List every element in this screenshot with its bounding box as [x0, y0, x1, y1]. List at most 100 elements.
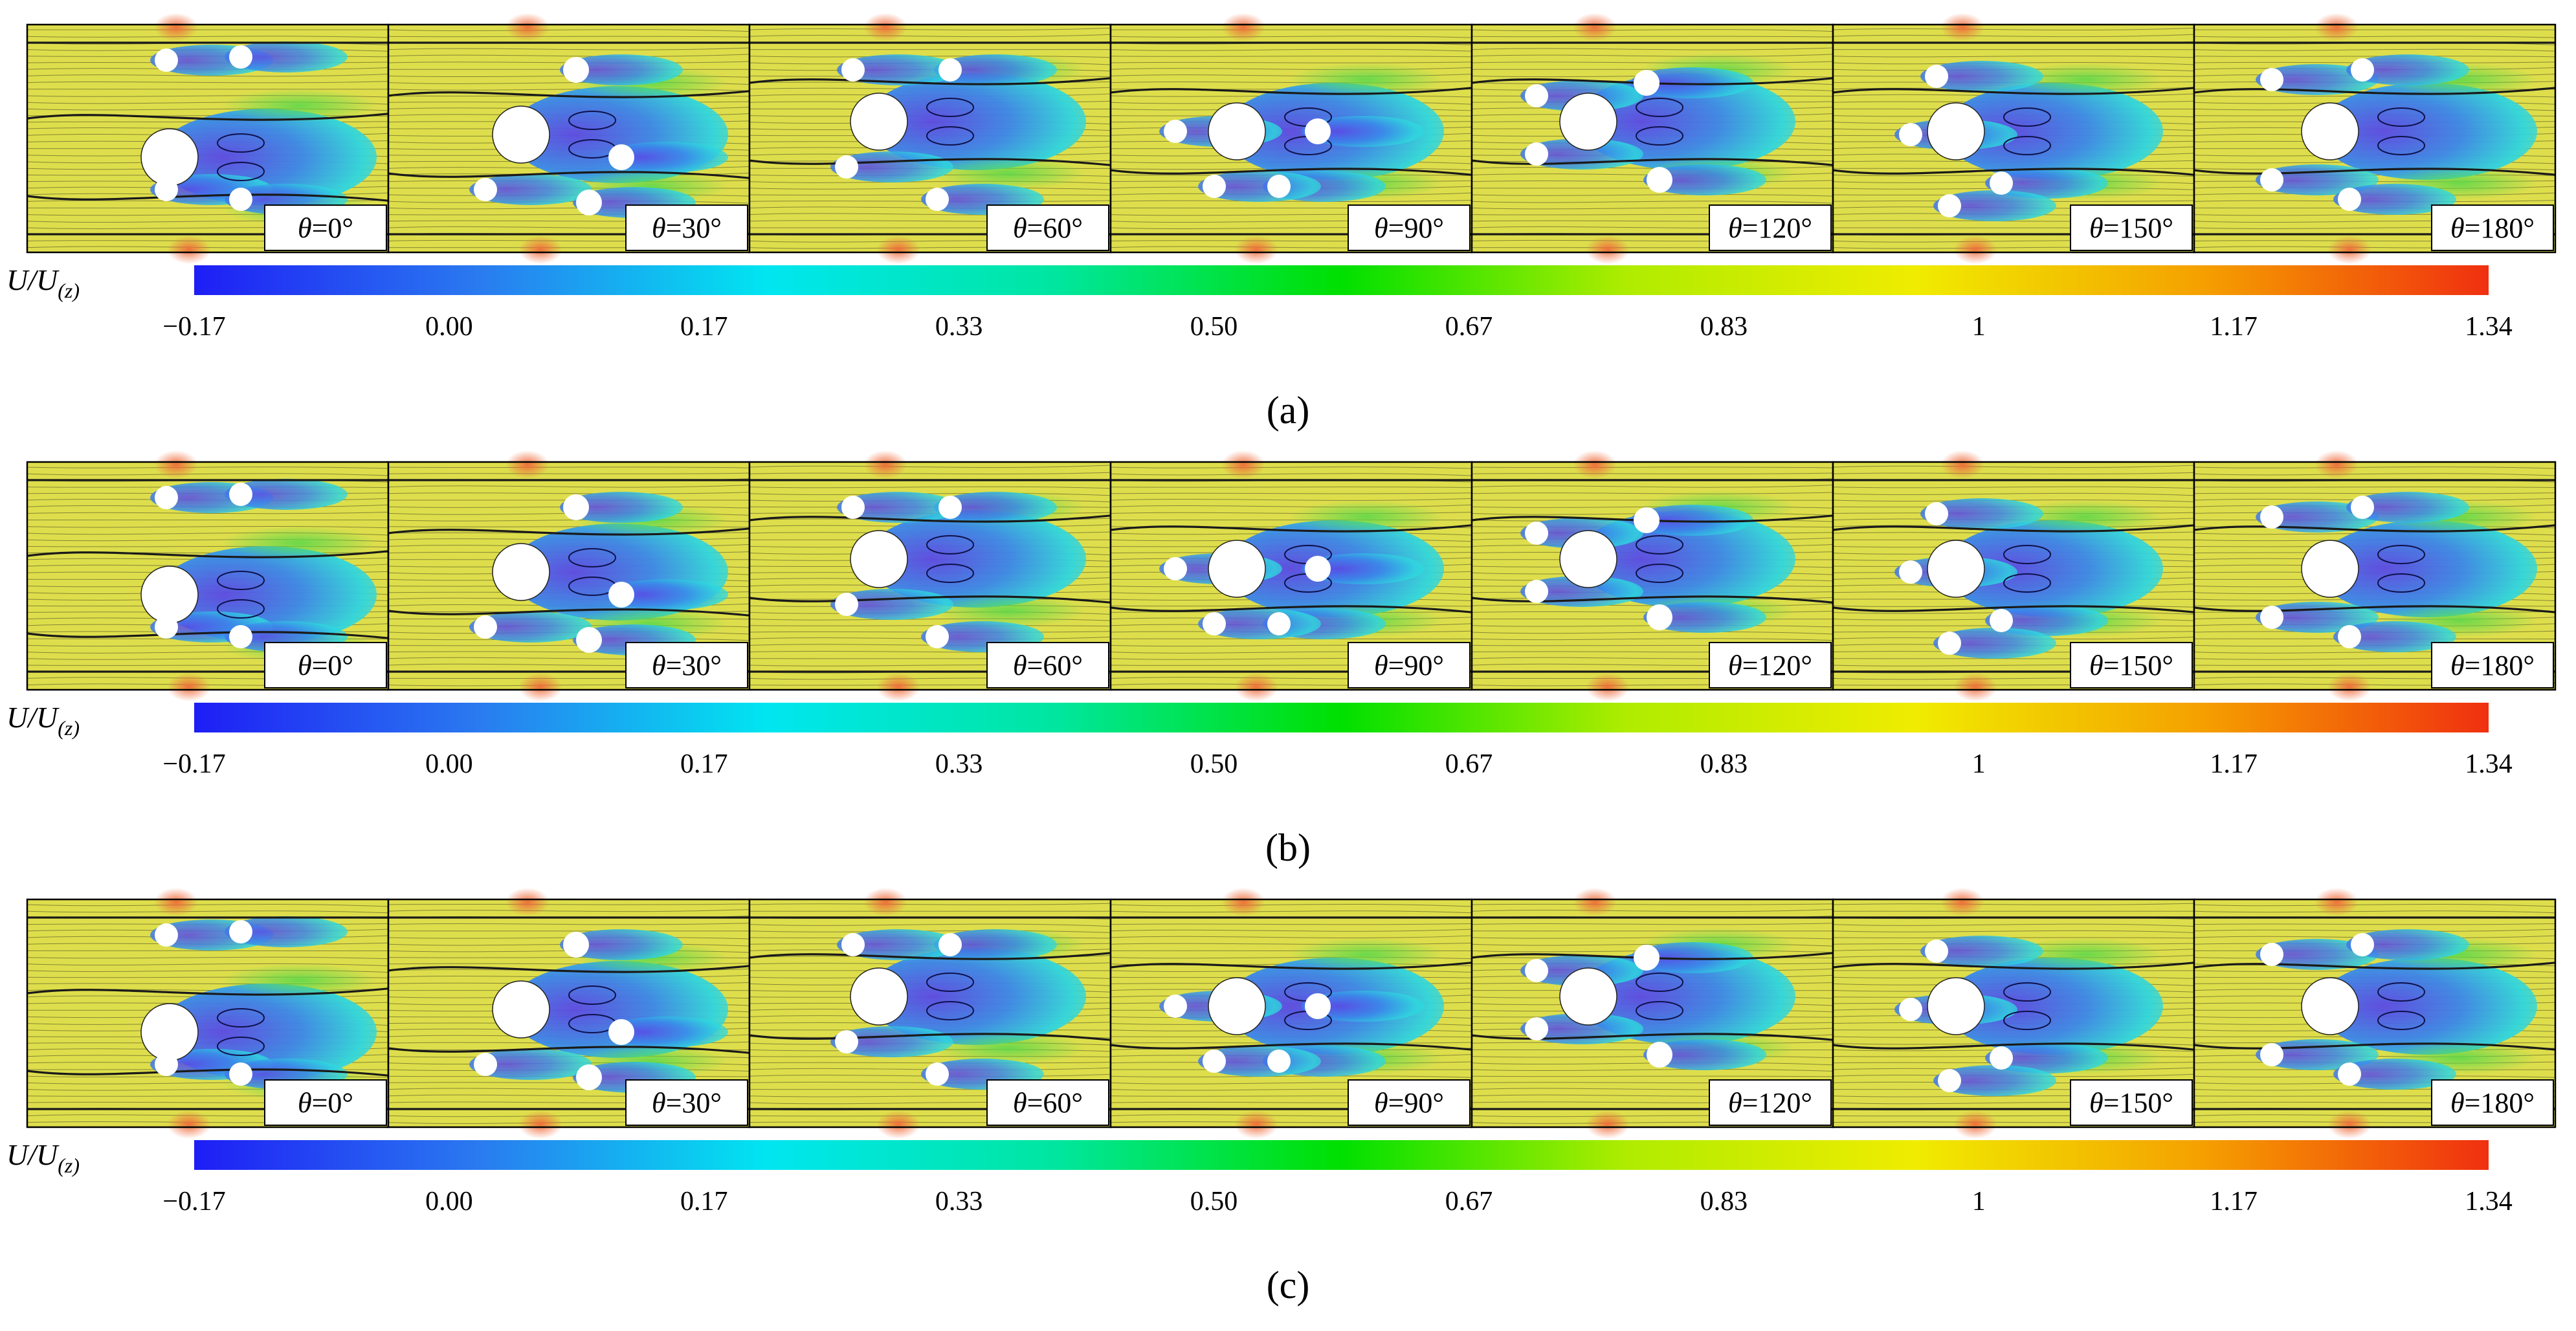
- wake-region: [1643, 1039, 1766, 1070]
- streamline: [749, 637, 1111, 640]
- small-cylinder: [1938, 632, 1961, 655]
- wake-region: [2317, 958, 2537, 1055]
- accelerated-zone: [876, 236, 920, 264]
- accelerated-zone: [518, 236, 562, 264]
- small-cylinder: [229, 483, 252, 506]
- streamline: [749, 187, 1111, 190]
- angle-symbol: θ: [1374, 212, 1388, 244]
- angle-label: θ=150°: [2089, 650, 2173, 681]
- vortex-core: [2377, 1011, 2425, 1030]
- small-cylinder: [1525, 959, 1548, 982]
- vortex-core: [217, 571, 265, 590]
- panel-label: (b): [1265, 826, 1311, 869]
- angle-value: =60°: [1027, 650, 1083, 681]
- wake-region: [1630, 505, 1753, 536]
- vortices: [2377, 545, 2425, 593]
- dividing-streamline: [1832, 87, 2195, 95]
- dividing-streamline: [388, 527, 750, 536]
- main-cylinder: [850, 967, 908, 1026]
- angle-value: =120°: [1742, 650, 1812, 681]
- streamline: [388, 492, 750, 494]
- wake-region: [2008, 500, 2163, 534]
- streamline: [388, 937, 750, 940]
- angle-label: θ=30°: [652, 650, 722, 681]
- main-cylinder: [140, 1003, 199, 1061]
- dividing-streamline: [27, 113, 389, 121]
- wake-region: [934, 929, 1057, 960]
- wake-region: [837, 54, 960, 85]
- angle-label-box: [1709, 642, 1832, 688]
- small-cylinder: [1938, 194, 1961, 217]
- wake-region: [866, 948, 1086, 1045]
- angle-label: θ=0°: [298, 650, 353, 681]
- streamline: [1471, 1069, 1834, 1072]
- angle-label-box: [264, 204, 387, 251]
- angle-symbol: θ: [1728, 1087, 1742, 1119]
- angle-value: =120°: [1742, 212, 1812, 244]
- streamline: [27, 473, 389, 476]
- wake-region: [605, 142, 728, 173]
- angle-label: θ=120°: [1728, 650, 1812, 681]
- wake-region: [2333, 184, 2456, 215]
- streamline: [1110, 199, 1472, 202]
- streamline: [1110, 910, 1472, 914]
- vortex-core: [568, 548, 616, 567]
- small-cylinder: [835, 155, 858, 179]
- dividing-streamline: [27, 1068, 389, 1077]
- flow-cell: θ=180°: [2193, 888, 2557, 1139]
- flow-cell: θ=120°: [1471, 888, 1834, 1139]
- dividing-streamline: [1832, 962, 2195, 970]
- small-cylinder: [563, 494, 589, 520]
- angle-label-box: [986, 642, 1109, 688]
- small-cylinder: [1164, 995, 1187, 1018]
- accelerated-zone: [518, 673, 562, 701]
- cell-border: [2193, 461, 2557, 691]
- small-cylinder: [563, 57, 589, 83]
- main-cylinder: [1559, 967, 1617, 1026]
- wake-region: [560, 929, 683, 960]
- small-cylinder: [841, 496, 865, 519]
- wake-region: [931, 1031, 1086, 1065]
- wake-region: [2008, 63, 2163, 96]
- vortex-core: [2377, 573, 2425, 593]
- dividing-streamline: [388, 965, 750, 973]
- colorbar-tick-label: 0.00: [425, 749, 473, 779]
- accelerated-zone: [2315, 450, 2359, 479]
- vortex-core: [1636, 1001, 1683, 1020]
- vortex-core: [926, 98, 974, 117]
- streamline: [1110, 1075, 1472, 1078]
- angle-label: θ=120°: [1728, 1087, 1812, 1119]
- dividing-streamlines: [27, 916, 389, 1110]
- colorbar-tick-label: 0.17: [680, 749, 728, 779]
- streamline: [2193, 56, 2556, 58]
- wake-region: [1985, 1042, 2108, 1073]
- wake-region: [2346, 492, 2469, 523]
- wake-region: [2317, 520, 2537, 617]
- small-cylinder: [576, 190, 602, 215]
- small-cylinder: [1267, 612, 1291, 635]
- wake-region: [225, 41, 348, 72]
- accelerated-zone: [2327, 236, 2371, 264]
- main-cylinder: [1208, 540, 1266, 598]
- wake-region: [2346, 54, 2469, 85]
- wake-region: [1920, 498, 2043, 529]
- accelerated-zone: [1221, 13, 1265, 41]
- main-cylinder: [140, 128, 199, 186]
- wake-region: [837, 929, 960, 960]
- angle-label-box: [2431, 642, 2554, 688]
- streamline: [1832, 930, 2195, 933]
- streamline: [1471, 47, 1834, 50]
- small-cylinder: [229, 188, 252, 211]
- streamline: [749, 903, 1111, 905]
- dividing-streamline: [388, 171, 750, 179]
- dividing-streamline: [1110, 962, 1472, 970]
- accelerated-zone: [154, 450, 198, 479]
- angle-value: =180°: [2465, 1087, 2535, 1119]
- streamline: [388, 54, 750, 57]
- angle-value: =0°: [312, 1087, 353, 1119]
- streamline: [1832, 34, 2195, 38]
- vortex-core: [2003, 136, 2051, 155]
- wake-region: [1630, 942, 1753, 973]
- vortices: [2003, 982, 2051, 1030]
- streamline: [388, 909, 750, 912]
